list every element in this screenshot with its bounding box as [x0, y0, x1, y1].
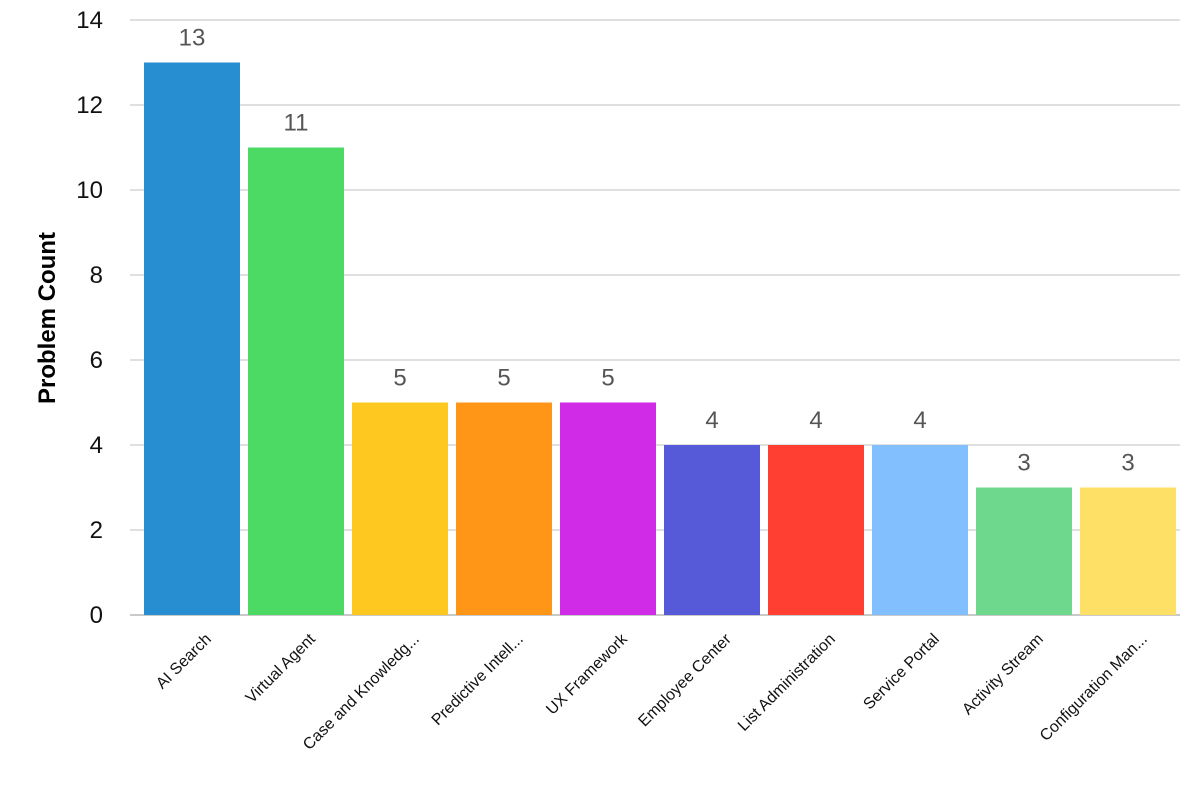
data-label: 3	[1121, 450, 1134, 477]
x-tick-label: Case and Knowledg...	[300, 631, 423, 754]
bar	[1080, 487, 1176, 615]
y-axis-ticks: 0 2 4 6 8 10 12 14	[76, 7, 103, 629]
y-tick-label: 12	[76, 92, 103, 119]
data-label: 4	[913, 407, 926, 434]
bar	[352, 402, 448, 615]
bar	[456, 402, 552, 615]
data-label: 11	[284, 110, 309, 137]
bar	[976, 487, 1072, 615]
x-tick-label: Employee Center	[635, 630, 735, 730]
y-axis-title: Problem Count	[34, 232, 61, 404]
y-tick-label: 0	[90, 602, 103, 629]
y-tick-label: 2	[90, 517, 103, 544]
y-tick-label: 4	[90, 432, 103, 459]
x-tick-label: Predictive Intell...	[429, 631, 527, 729]
y-tick-label: 14	[76, 7, 103, 34]
bars	[144, 62, 1176, 615]
x-tick-label: Service Portal	[860, 631, 942, 713]
data-label: 5	[601, 365, 614, 392]
bar	[872, 445, 968, 615]
data-label: 3	[1017, 450, 1030, 477]
data-label: 5	[393, 365, 406, 392]
x-tick-label: UX Framework	[543, 630, 631, 718]
data-labels: 13 11 5 5 5 4 4 4 3 3	[179, 25, 1135, 477]
y-tick-label: 8	[90, 262, 103, 289]
x-tick-label: Activity Stream	[959, 631, 1046, 718]
bar	[664, 445, 760, 615]
bar	[560, 402, 656, 615]
bar	[248, 147, 344, 615]
data-label: 13	[179, 25, 206, 52]
y-tick-label: 10	[76, 177, 103, 204]
x-tick-label: Configuration Man...	[1037, 631, 1151, 745]
data-label: 5	[497, 365, 510, 392]
x-tick-label: AI Search	[153, 631, 215, 693]
y-tick-label: 6	[90, 347, 103, 374]
data-label: 4	[705, 407, 718, 434]
x-tick-label: List Administration	[735, 631, 839, 735]
data-label: 4	[809, 407, 822, 434]
bar	[768, 445, 864, 615]
x-tick-label: Virtual Agent	[243, 630, 319, 706]
bar	[144, 62, 240, 615]
